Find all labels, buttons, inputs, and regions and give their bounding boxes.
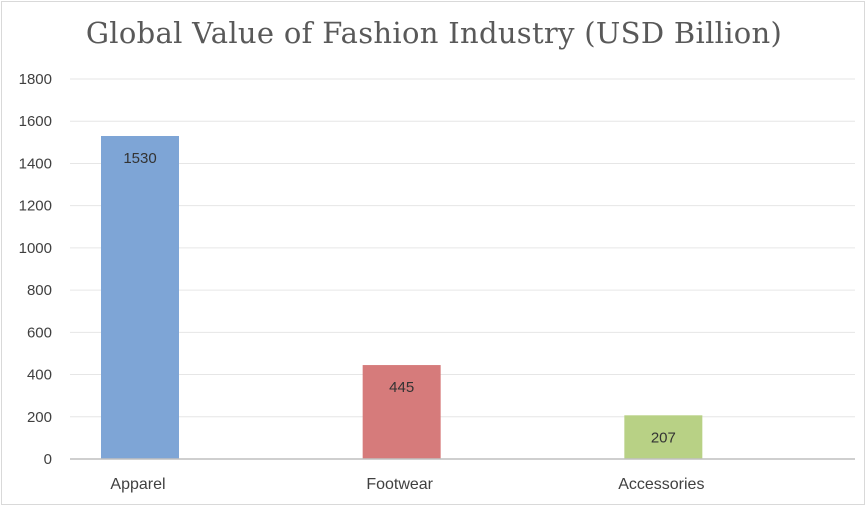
y-tick-label: 200	[27, 409, 52, 426]
data-label: 445	[389, 379, 414, 396]
y-tick-label: 400	[27, 367, 52, 384]
data-labels: 1530 445 207	[123, 150, 676, 446]
y-tick-label: 600	[27, 324, 52, 341]
data-label: 207	[651, 429, 676, 446]
x-category-label: Footwear	[366, 476, 433, 493]
chart-title: Global Value of Fashion Industry (USD Bi…	[85, 16, 783, 50]
bar-footwear	[362, 365, 441, 459]
bar-apparel	[101, 136, 179, 459]
gridlines	[70, 78, 855, 418]
y-tick-label: 1600	[19, 113, 52, 130]
bar-accessories	[624, 415, 703, 459]
data-label: 1530	[123, 150, 156, 167]
y-tick-label: 1800	[19, 71, 52, 88]
y-tick-label: 1400	[19, 155, 52, 172]
bars	[101, 136, 703, 459]
y-tick-label: 0	[44, 451, 52, 468]
y-tick-label: 800	[27, 282, 52, 299]
x-category-label: Accessories	[618, 476, 704, 493]
y-axis-ticks: 0 200 400 600 800 1000 1200 1400 1600 1800	[19, 71, 52, 468]
y-tick-label: 1200	[19, 198, 52, 215]
y-tick-label: 1000	[19, 240, 52, 257]
x-category-label: Apparel	[110, 476, 165, 493]
x-axis-categories: Apparel Footwear Accessories	[110, 476, 704, 493]
